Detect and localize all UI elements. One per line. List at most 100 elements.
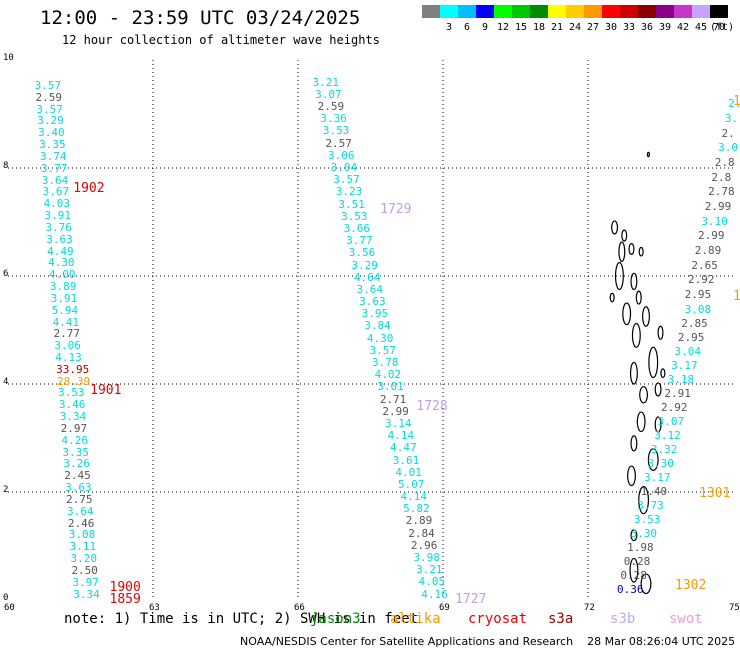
swh-value-label: 3.29: [37, 114, 64, 128]
swh-value-label: 4.14: [387, 429, 415, 443]
swh-value-label: 3.91: [50, 291, 78, 305]
lon-tick-label: 75: [729, 603, 740, 613]
swh-value-label: 3.53: [633, 513, 661, 527]
swh-value-label: 4.02: [374, 368, 402, 382]
swh-value-label: 2.89: [694, 243, 722, 257]
mission-label: s3b: [610, 611, 636, 627]
pass-time-label: 1727: [455, 592, 487, 608]
legend-tick-label: 24: [568, 22, 582, 33]
mission-label: cryosat: [468, 611, 528, 627]
island-outline: [629, 361, 638, 385]
swh-value-label: 3.46: [58, 398, 86, 412]
map-title: 12:00 - 23:59 UTC 03/24/2025: [40, 7, 361, 29]
island-outline: [630, 435, 638, 452]
swh-value-label: 1.40: [640, 485, 668, 499]
swh-value-label: 3.97: [72, 575, 99, 589]
swh-value-label: 4.30: [366, 331, 394, 345]
swh-value-label: 3.57: [369, 343, 396, 357]
swh-value-label: 2.8: [714, 155, 735, 169]
swh-value-label: 3.53: [322, 124, 350, 138]
swh-value-label: 4.00: [48, 268, 76, 282]
swh-value-label: 4.05: [418, 575, 446, 589]
pass-time-label: 1728: [416, 399, 448, 415]
swh-value-label: 3.10: [701, 214, 728, 228]
swh-value-label: 3.06: [54, 339, 81, 353]
legend-tick-label: 45: [694, 22, 708, 33]
lon-tick-label: 63: [149, 603, 160, 613]
legend-swatch: [512, 5, 530, 18]
legend-tick-label: 9: [481, 22, 489, 33]
map-canvas: [8, 60, 733, 600]
pass-time-label: 1900: [109, 580, 141, 596]
swh-value-label: 2.: [721, 126, 735, 140]
swh-value-label: 3.64: [356, 282, 384, 296]
swh-value-label: 3.11: [69, 540, 97, 554]
swh-value-label: 2.59: [35, 90, 62, 104]
swh-value-label: 4.26: [61, 433, 89, 447]
swh-value-label: 2.45: [64, 469, 91, 483]
swh-value-label: 3.84: [364, 319, 391, 333]
island-outline: [636, 411, 646, 433]
swh-value-label: 2.85: [681, 317, 708, 331]
swh-value-label: 3.20: [70, 552, 98, 566]
island-outline: [654, 382, 662, 397]
island-outline: [630, 272, 638, 291]
swh-value-label: 2.59: [317, 100, 345, 114]
swh-value-label: 4.14: [400, 490, 428, 504]
island-outline: [660, 368, 666, 379]
island-outline: [631, 322, 641, 348]
swh-value-label: 1.98: [627, 541, 654, 555]
swh-value-label: 3.30: [630, 527, 658, 541]
swh-value-label: 3.76: [45, 220, 72, 234]
swh-value-label: 2.91: [664, 387, 691, 401]
footer-note: note: 1) Time is in UTC; 2) SWH is in fe…: [64, 611, 419, 627]
swh-value-label: 3.34: [59, 410, 87, 424]
swh-value-label: 2.8: [711, 170, 732, 184]
pass-time-label: 1902: [73, 180, 105, 196]
island-outline: [618, 241, 626, 263]
legend-unit: (ft): [710, 22, 735, 33]
legend-swatch: [566, 5, 584, 18]
swh-value-label: 3.12: [654, 429, 681, 443]
swh-value-label: 3.53: [57, 386, 85, 400]
swh-value-label: 3.66: [343, 221, 371, 235]
legend-tick-label: 27: [586, 22, 600, 33]
swh-value-label: 2.: [728, 97, 740, 111]
legend-tick-label: 30: [604, 22, 618, 33]
map-subtitle: 12 hour collection of altimeter wave hei…: [62, 33, 380, 47]
pass-time-label: 1859: [109, 592, 141, 608]
swh-value-label: 33.95: [56, 362, 90, 376]
legend-swatch: [692, 5, 710, 18]
swh-value-label: 3.57: [333, 173, 360, 187]
swh-value-label: 3.04: [330, 161, 358, 174]
legend-swatch: [458, 5, 476, 18]
lat-tick-label: 10: [3, 53, 14, 63]
swh-value-label: 5.82: [403, 502, 430, 516]
swh-value-label: 2.95: [677, 331, 705, 345]
legend-tick-label: 12: [496, 22, 510, 33]
swh-value-label: 2.65: [691, 258, 718, 272]
lon-tick-label: 72: [584, 603, 595, 613]
swh-value-label: 4.30: [48, 256, 75, 270]
lon-tick-label: 60: [4, 603, 15, 613]
mission-label: swot: [669, 611, 703, 627]
island-outline: [642, 306, 650, 327]
legend-swatch: [584, 5, 602, 18]
swh-value-label: 3.0: [718, 141, 738, 155]
swh-value-label: 2.92: [660, 401, 688, 415]
swh-value-label: 2.50: [71, 563, 98, 577]
swh-value-label: 3.77: [40, 161, 68, 175]
legend-tick-label: 21: [550, 22, 564, 33]
swh-value-label: 2.96: [410, 538, 438, 552]
swh-value-label: 3.77: [346, 234, 373, 248]
swh-value-label: 4.16: [421, 587, 448, 601]
map-plot-area: 3.57 2.59 3.57 3.29 3.40 3.35 3.74 3.77 3.64 3.67…: [8, 60, 740, 607]
legend-tick-label: 33: [622, 22, 636, 33]
pass-time-label: 1302: [675, 577, 707, 593]
swh-value-label: 2.99: [698, 229, 725, 243]
swh-value-label: 3.73: [637, 499, 664, 513]
legend-swatch: [440, 5, 458, 18]
swh-value-label: 3.63: [359, 295, 386, 309]
island-outline: [657, 325, 664, 340]
swh-value-label: 3.56: [348, 246, 376, 260]
